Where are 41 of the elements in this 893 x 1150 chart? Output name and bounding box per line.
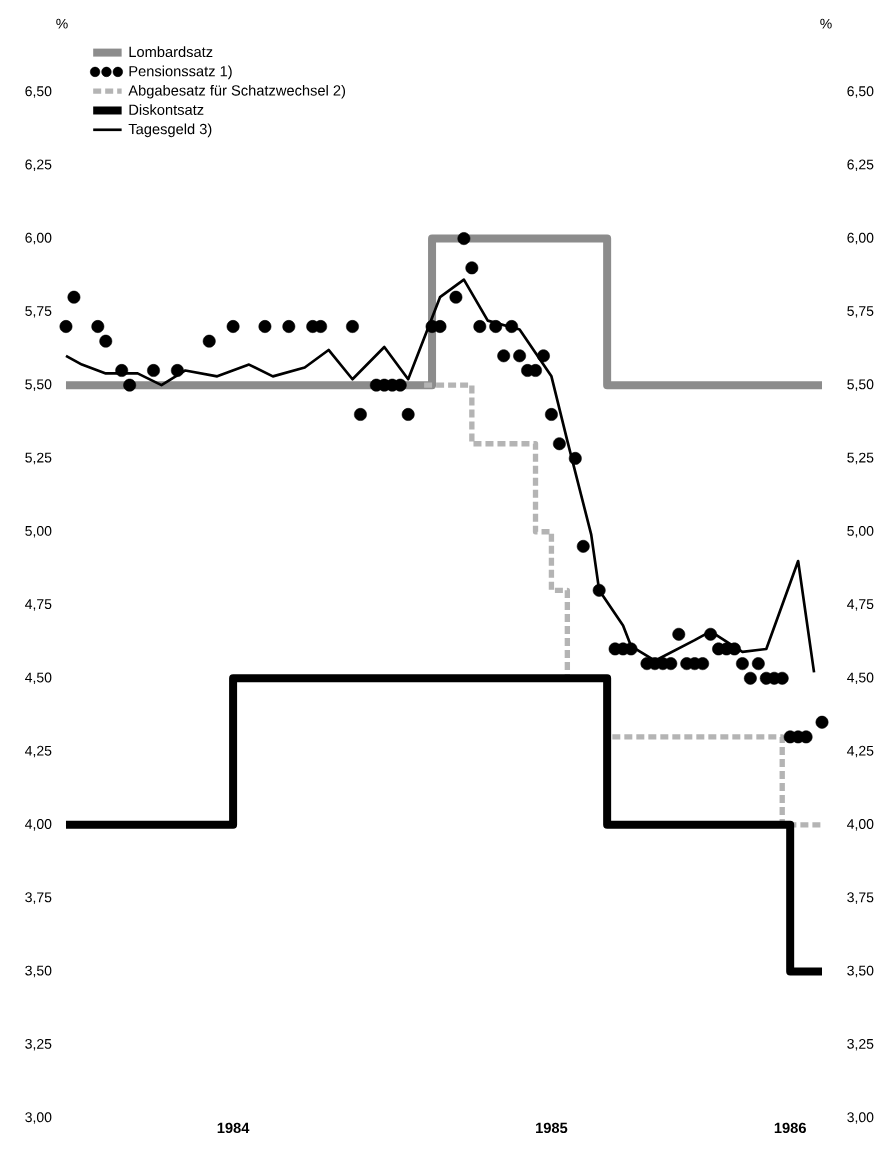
legend-label: Diskontsatz (129, 104, 204, 115)
y2-tick-label: 5,75 (847, 306, 874, 318)
y-axis-title: % (56, 18, 68, 29)
y2-tick-label: 3,25 (847, 1038, 874, 1051)
legend-label: Tagesgeld 3) (128, 123, 212, 138)
legend-label: Lombardsatz (129, 46, 213, 58)
x-tick-label: 1985 (536, 1122, 568, 1134)
x-tick-label: 1984 (217, 1122, 250, 1134)
y2-tick-label: 4,50 (847, 672, 874, 685)
y-tick-label: 3,75 (25, 892, 52, 904)
y-tick-label: 5,50 (25, 379, 52, 391)
y2-tick-label: 3,00 (847, 1112, 874, 1124)
y-tick-label: 4,00 (25, 819, 52, 831)
y2-tick-label: 6,00 (847, 232, 874, 245)
y-tick-label: 5,00 (25, 525, 52, 538)
y2-tick-label: 4,00 (847, 819, 874, 831)
line-series (64, 278, 816, 674)
x-tick-label: 1986 (774, 1122, 806, 1134)
y2-tick-label: 5,25 (847, 452, 874, 465)
y2-tick-label: 5,00 (847, 525, 874, 538)
y-tick-label: 4,25 (25, 745, 52, 758)
y-tick-label: 6,25 (25, 159, 52, 172)
y-tick-label: 3,00 (25, 1112, 52, 1124)
y-tick-label: 4,50 (25, 672, 52, 685)
y2-tick-label: 3,50 (847, 965, 874, 978)
y2-tick-label: 5,50 (847, 379, 874, 391)
y-tick-label: 6,00 (25, 232, 52, 245)
legend-label: Abgabesatz für Schatzwechsel 2) (128, 84, 346, 99)
y2-tick-label: 6,50 (847, 86, 874, 98)
y2-tick-label: 3,75 (847, 892, 874, 904)
y2-tick-label: 4,25 (847, 745, 874, 758)
y2-tick-label: 4,75 (847, 599, 874, 611)
y2-tick-label: 6,25 (847, 159, 874, 172)
y-tick-label: 4,75 (25, 599, 52, 611)
y2-axis-title: % (820, 18, 832, 29)
y-tick-label: 5,75 (25, 306, 52, 318)
y-tick-label: 6,50 (25, 86, 52, 98)
legend-label: Pensionssatz 1) (129, 65, 232, 80)
y-tick-label: 3,25 (25, 1038, 52, 1051)
y-tick-label: 3,50 (25, 965, 52, 978)
y-tick-label: 5,25 (25, 452, 52, 465)
